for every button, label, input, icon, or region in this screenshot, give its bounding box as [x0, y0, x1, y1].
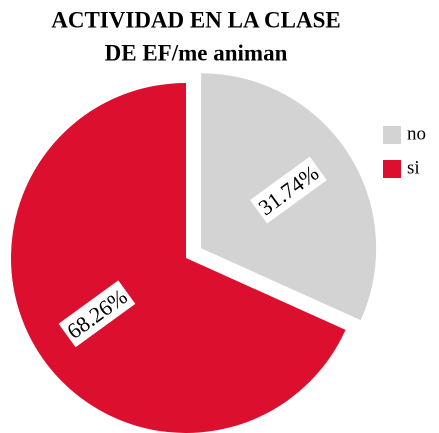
legend-label: no	[407, 123, 426, 144]
legend-label: si	[407, 157, 420, 178]
pie-slice	[10, 83, 346, 433]
legend-swatch	[383, 126, 401, 144]
slice-label-background	[58, 280, 136, 348]
slice-label-background	[250, 156, 327, 224]
chart-title: ACTIVIDAD EN LA CLASE	[51, 7, 340, 32]
legend-swatch	[383, 160, 401, 178]
chart-title: DE EF/me animan	[105, 40, 288, 65]
